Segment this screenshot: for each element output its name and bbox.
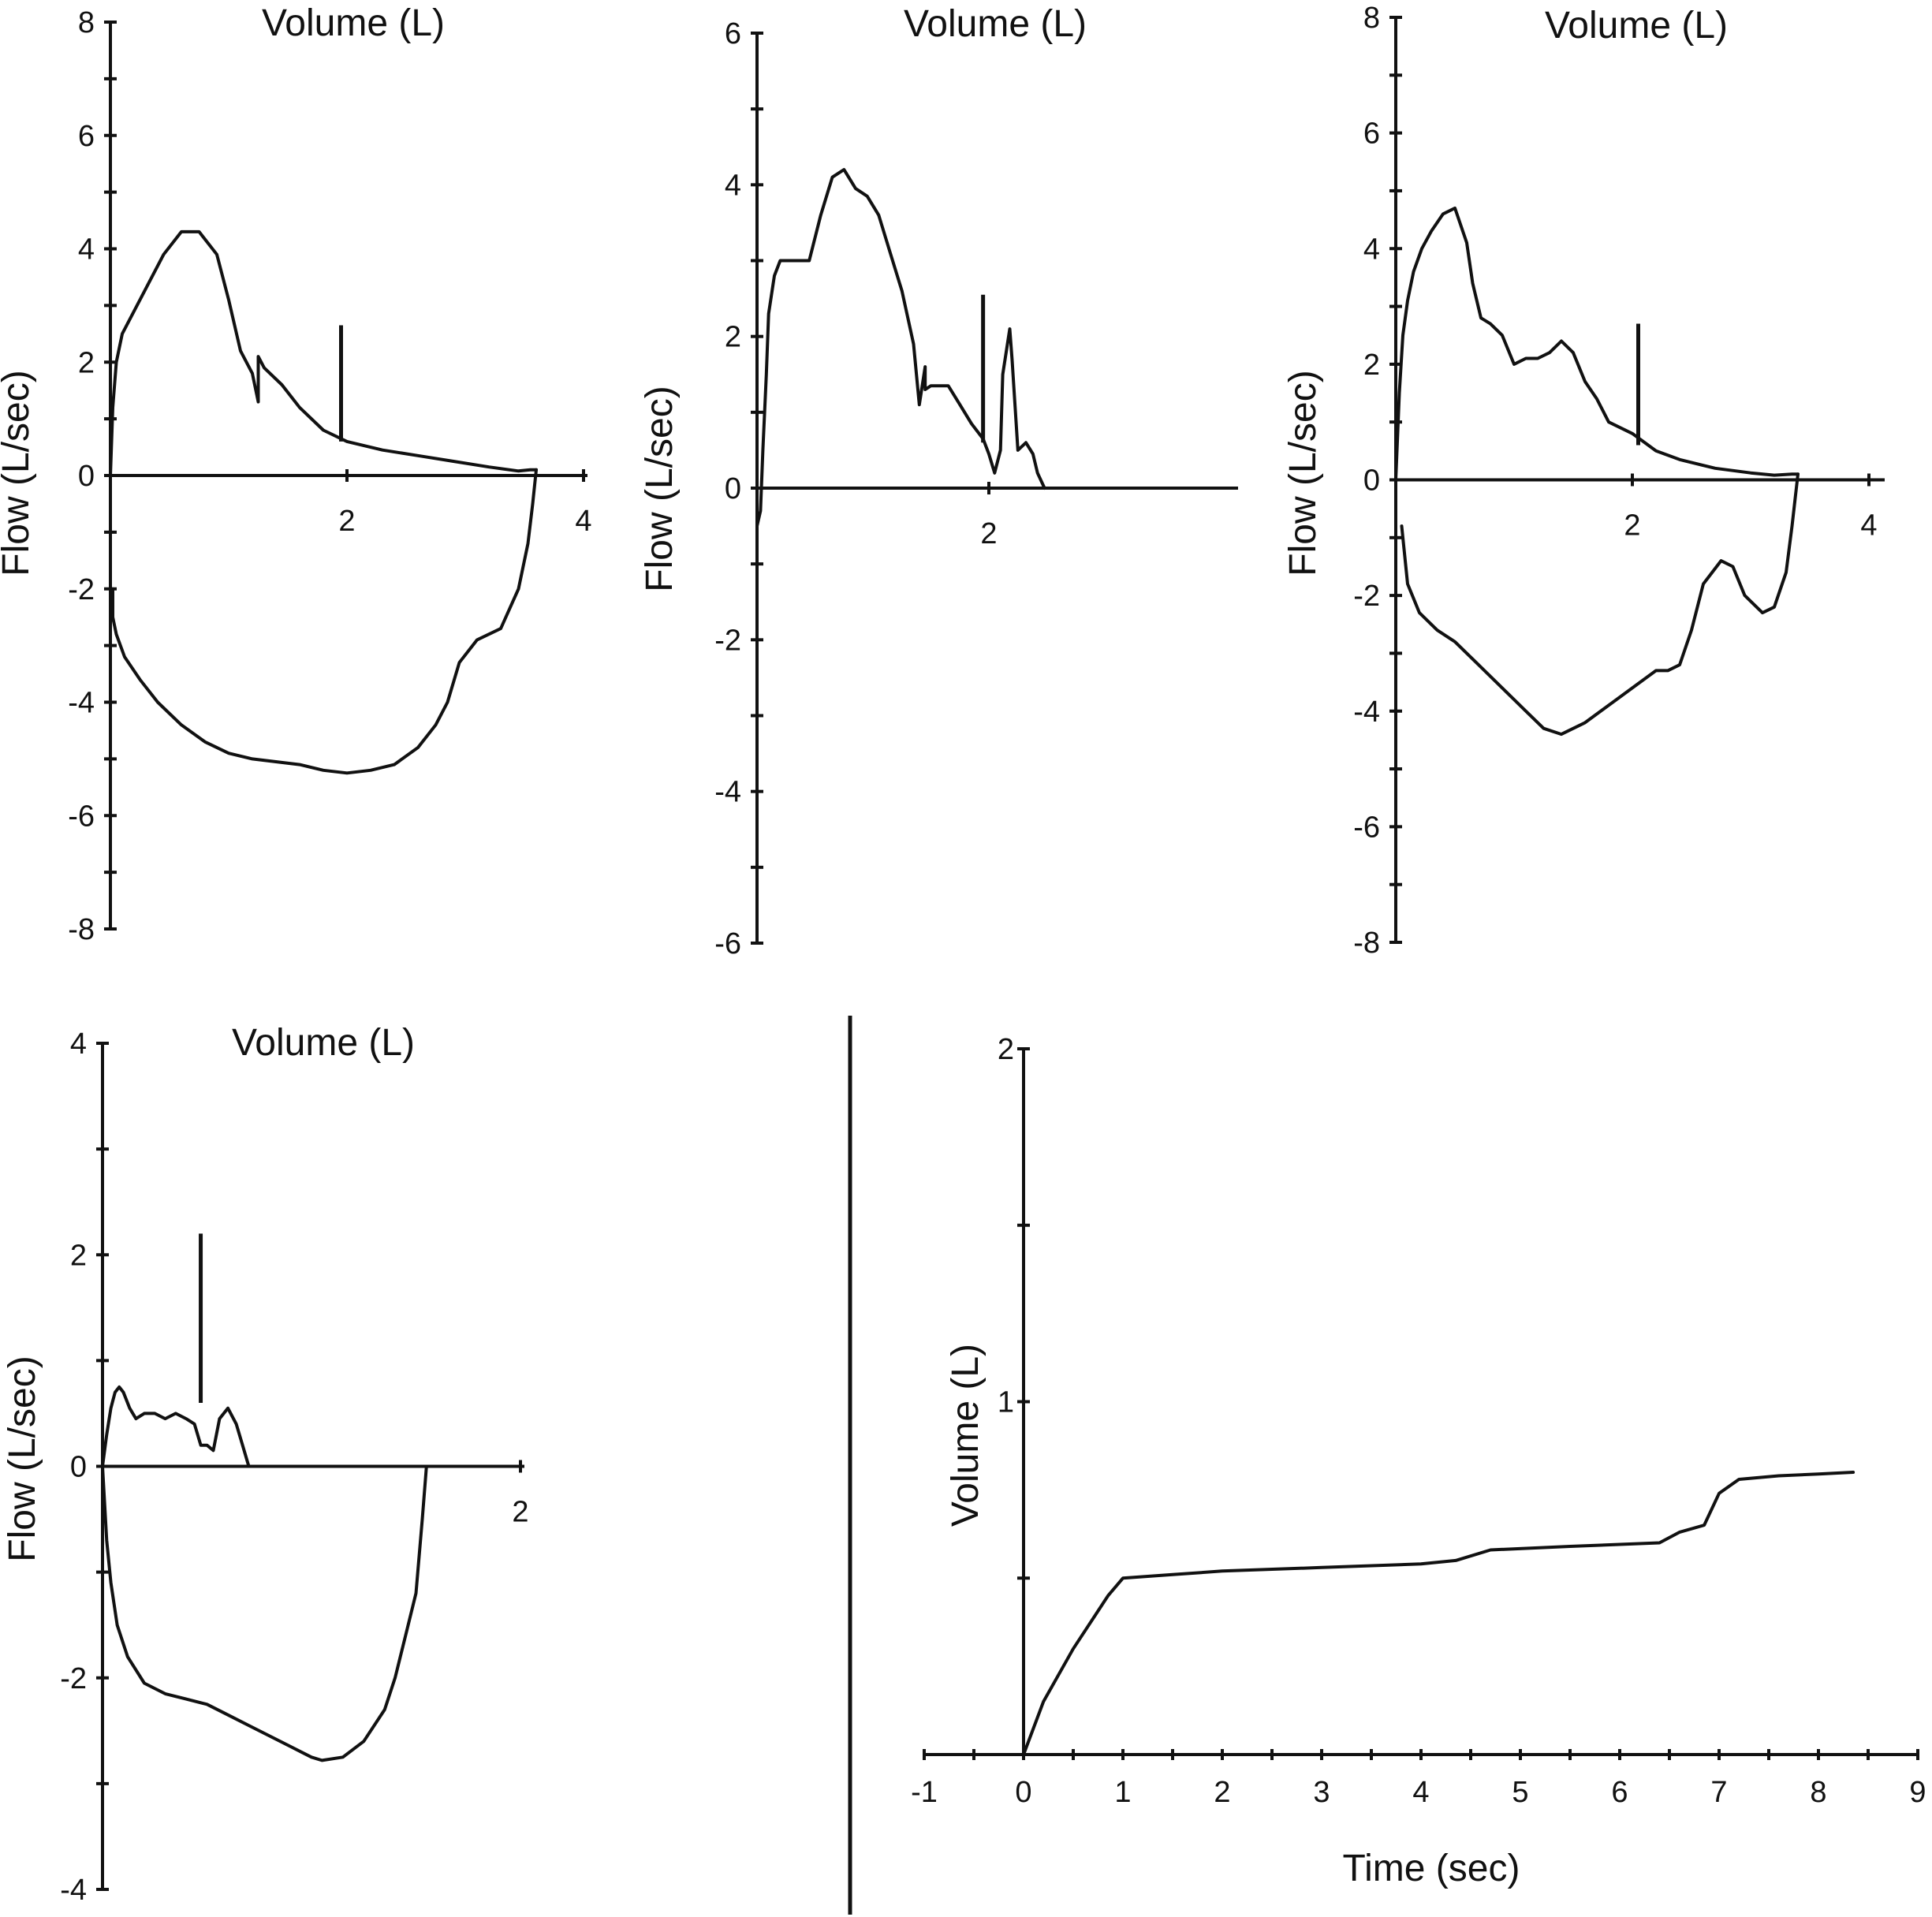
y-tick-label: 2 — [725, 321, 741, 354]
y-tick-label: -6 — [714, 927, 741, 960]
x-tick-label: 4 — [1860, 509, 1877, 543]
chart-p1: 8 6 4 2 0 -2 -4 -6 -8 2 4 Volume (L) Flow (L/sec) — [0, 2, 592, 946]
y-tick-label: -4 — [714, 776, 741, 809]
series-line-1 — [101, 1385, 251, 1468]
y-axis-label: Volume (L) — [945, 1344, 987, 1527]
x-tick-label: 9 — [1909, 1776, 1926, 1809]
chart-title: Volume (L) — [1545, 5, 1728, 47]
x-tick-label: 8 — [1810, 1776, 1826, 1809]
y-tick-label: 2 — [70, 1239, 87, 1272]
y-tick-label: -6 — [1353, 811, 1380, 844]
x-tick-label: -1 — [911, 1776, 938, 1809]
series-line-1 — [755, 168, 1046, 528]
y-tick-label: 4 — [1363, 233, 1380, 266]
y-tick-label: 0 — [78, 460, 95, 493]
x-tick-label: 2 — [512, 1496, 528, 1529]
chart-p4: 4 2 0 -2 -4 2 Volume (L) Flow (L/sec) — [2, 1022, 529, 1907]
y-tick-label: -4 — [60, 1874, 87, 1907]
y-tick-label: 2 — [998, 1033, 1014, 1066]
x-tick-label: 7 — [1710, 1776, 1727, 1809]
chart-p5: 2 1 -1 0 1 2 3 4 5 6 7 8 9 Volume (L) Time (sec) — [911, 1033, 1926, 1889]
series-line-1 — [109, 229, 538, 477]
y-axis-label: Flow (L/sec) — [0, 370, 37, 576]
x-tick-label: 1 — [1114, 1776, 1131, 1809]
series-line-1 — [1394, 206, 1800, 482]
y-tick-label: 0 — [1363, 464, 1380, 498]
y-tick-label: 1 — [998, 1386, 1014, 1419]
x-axis-label: Time (sec) — [1343, 1848, 1520, 1889]
chart-title: Volume (L) — [904, 3, 1087, 45]
x-tick-label: 4 — [575, 505, 591, 538]
series-line-2 — [111, 468, 538, 775]
y-tick-label: 8 — [1363, 2, 1380, 35]
x-tick-label: 3 — [1313, 1776, 1330, 1809]
y-tick-label: -2 — [1353, 580, 1380, 613]
y-tick-label: 8 — [78, 6, 95, 39]
chart-title: Volume (L) — [232, 1022, 415, 1064]
series-line-2 — [1400, 472, 1800, 737]
y-axis-label: Flow (L/sec) — [1282, 370, 1324, 576]
x-tick-label: 5 — [1512, 1776, 1528, 1809]
y-axis-label: Flow (L/sec) — [2, 1356, 43, 1561]
y-tick-label: 0 — [70, 1451, 87, 1484]
y-tick-label: -4 — [68, 687, 95, 720]
chart-p2: 6 4 2 0 -2 -4 -6 2 Volume (L) Flow (L/sec) — [639, 3, 1238, 960]
y-tick-label: -2 — [714, 624, 741, 657]
y-tick-label: -6 — [68, 800, 95, 833]
y-tick-label: -2 — [68, 573, 95, 606]
y-tick-label: 4 — [70, 1027, 87, 1061]
series-line-1 — [923, 1471, 1856, 1756]
x-tick-label: 2 — [1214, 1776, 1230, 1809]
y-axis-label: Flow (L/sec) — [639, 386, 681, 591]
y-tick-label: 0 — [725, 472, 741, 505]
y-tick-label: -8 — [68, 913, 95, 946]
y-tick-label: 4 — [78, 233, 95, 267]
y-tick-label: -8 — [1353, 927, 1380, 960]
y-tick-label: 6 — [725, 17, 741, 50]
chart-title: Volume (L) — [262, 2, 445, 44]
y-tick-label: 6 — [1363, 117, 1380, 151]
series-line-2 — [101, 1464, 428, 1762]
y-tick-label: -4 — [1353, 696, 1380, 729]
x-tick-label: 2 — [1624, 509, 1640, 543]
y-tick-label: 2 — [78, 346, 95, 379]
x-tick-label: 2 — [338, 505, 355, 538]
x-tick-label: 4 — [1412, 1776, 1429, 1809]
x-tick-label: 0 — [1015, 1776, 1031, 1809]
y-tick-label: 6 — [78, 120, 95, 153]
chart-p3: 8 6 4 2 0 -2 -4 -6 -8 2 4 Volume (L) Flow (L/sec) — [1282, 2, 1885, 960]
y-tick-label: 2 — [1363, 349, 1380, 382]
y-tick-label: -2 — [60, 1662, 87, 1695]
y-tick-label: 4 — [725, 169, 741, 202]
x-tick-label: 2 — [980, 517, 997, 550]
x-tick-label: 6 — [1611, 1776, 1628, 1809]
